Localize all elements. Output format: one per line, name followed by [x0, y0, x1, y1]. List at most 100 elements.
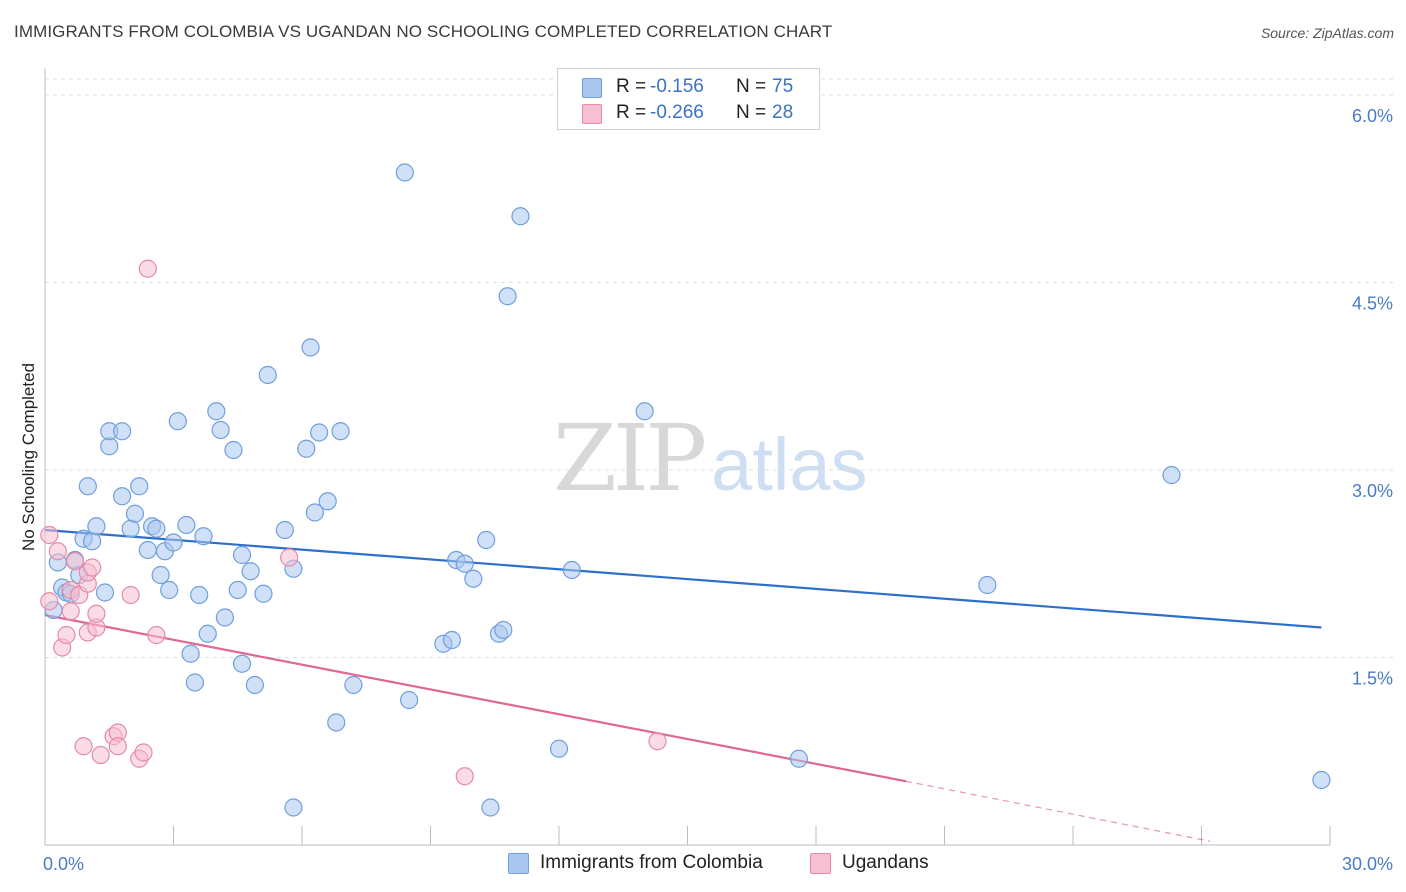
point-colombia	[181, 644, 200, 663]
point-colombia	[344, 675, 363, 695]
point-colombia	[147, 519, 166, 538]
point-colombia	[215, 608, 234, 627]
trend-lines	[44, 528, 1322, 842]
x-tick-label: 30.0%	[1342, 854, 1393, 874]
bottom-legend-swatch-ugandans	[810, 853, 831, 874]
x-tick-label: 0.0%	[43, 854, 84, 874]
legend-swatch-colombia	[582, 78, 602, 98]
point-colombia	[190, 585, 209, 605]
point-colombia	[635, 402, 654, 421]
point-colombia	[254, 584, 273, 603]
point-colombia	[112, 422, 132, 441]
point-colombia	[464, 569, 483, 588]
point-ugandans	[134, 743, 153, 762]
point-colombia	[305, 503, 324, 522]
point-ugandans	[280, 548, 299, 567]
point-colombia	[301, 338, 320, 357]
point-colombia	[232, 545, 252, 565]
axes	[44, 68, 1331, 846]
point-colombia	[481, 798, 500, 817]
point-ugandans	[61, 602, 80, 621]
point-colombia	[241, 562, 260, 581]
point-colombia	[160, 580, 179, 600]
point-colombia	[232, 654, 252, 673]
point-colombia	[95, 583, 115, 602]
point-colombia	[83, 532, 102, 551]
legend-n-value: 28	[772, 102, 794, 123]
watermark-zip: ZIP	[553, 405, 707, 512]
legend-r-value: -0.266	[650, 102, 704, 123]
point-colombia	[284, 798, 303, 817]
point-ugandans	[40, 525, 59, 545]
point-colombia	[112, 487, 132, 506]
point-colombia	[275, 520, 294, 540]
point-colombia	[511, 207, 530, 226]
point-colombia	[455, 554, 474, 573]
legend-n-label: N =	[736, 76, 767, 97]
point-colombia	[207, 402, 226, 421]
trend-ugandans-extension	[905, 780, 1211, 842]
y-tick-label: 3.0%	[1352, 481, 1393, 501]
point-colombia	[258, 365, 277, 385]
point-colombia	[327, 713, 346, 732]
bottom-legend-label: Immigrants from Colombia	[540, 852, 763, 873]
point-colombia	[228, 580, 247, 600]
point-colombia	[138, 540, 157, 560]
point-ugandans	[648, 732, 667, 751]
y-tick-label: 4.5%	[1352, 294, 1393, 314]
point-colombia	[198, 624, 217, 643]
point-colombia	[395, 163, 414, 182]
point-colombia	[477, 530, 496, 550]
point-ugandans	[57, 625, 76, 645]
bottom-legend-label: Ugandans	[842, 852, 929, 873]
point-colombia	[151, 565, 170, 585]
point-colombia	[185, 673, 205, 692]
point-colombia	[310, 423, 329, 442]
point-ugandans	[48, 542, 67, 561]
point-ugandans	[83, 558, 102, 577]
y-tick-label: 1.5%	[1352, 669, 1393, 689]
point-colombia	[130, 477, 149, 496]
y-axis-label: No Schooling Completed	[19, 363, 38, 551]
trend-ugandans	[44, 613, 907, 783]
legend-n-label: N =	[736, 102, 767, 123]
point-ugandans	[74, 737, 93, 756]
point-colombia	[194, 527, 213, 546]
point-colombia	[399, 690, 419, 710]
point-colombia	[1162, 465, 1181, 485]
legend-r-label: R =	[616, 102, 647, 123]
point-ugandans	[91, 745, 110, 765]
point-ugandans	[87, 604, 106, 623]
y-tick-label: 6.0%	[1352, 106, 1393, 126]
point-ugandans	[138, 259, 157, 278]
point-ugandans	[455, 767, 474, 786]
point-colombia	[87, 517, 106, 536]
point-ugandans	[65, 552, 85, 571]
point-ugandans	[108, 737, 127, 756]
legend-n-value: 75	[772, 76, 794, 97]
point-colombia	[125, 504, 145, 523]
point-colombia	[562, 560, 581, 580]
point-ugandans	[121, 585, 140, 605]
point-colombia	[978, 575, 997, 595]
chart-title: IMMIGRANTS FROM COLOMBIA VS UGANDAN NO S…	[14, 22, 833, 41]
legend-swatch-ugandans	[582, 104, 602, 124]
tick-labels: 1.5% 3.0% 4.5% 6.0% 0.0% 30.0%	[43, 106, 1393, 874]
point-colombia	[211, 420, 230, 440]
point-colombia	[168, 412, 187, 431]
chart-source: Source: ZipAtlas.com	[1260, 25, 1394, 41]
point-colombia	[1312, 770, 1331, 790]
correlation-legend: R = -0.156 N = 75 R = -0.266 N = 28	[557, 68, 820, 130]
point-colombia	[498, 287, 517, 306]
legend-r-label: R =	[616, 76, 647, 97]
point-colombia	[121, 519, 140, 538]
point-colombia	[224, 440, 243, 460]
watermark-atlas: atlas	[711, 423, 868, 506]
point-colombia	[318, 492, 337, 511]
point-colombia	[789, 749, 808, 768]
point-colombia	[297, 439, 316, 458]
point-colombia	[442, 630, 462, 650]
point-colombia	[549, 739, 569, 758]
point-colombia	[78, 477, 97, 496]
